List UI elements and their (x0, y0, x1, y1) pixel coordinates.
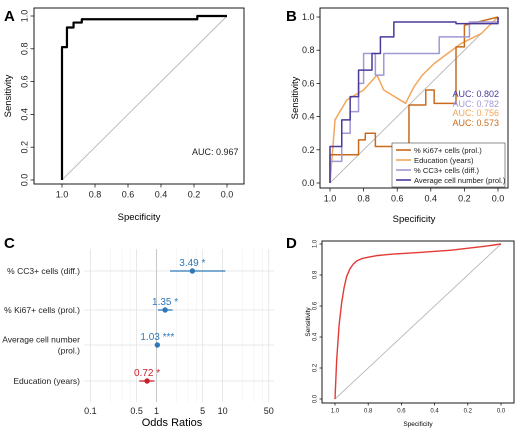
panel-b-letter: B (286, 8, 297, 25)
panel-c-x-tick-label: 5 (200, 406, 205, 416)
panel-b-y-tick-label: 0.4 (302, 112, 315, 122)
panel-b-x-tick-label: 0.0 (492, 194, 505, 204)
panel-c-estimate-point (162, 307, 168, 313)
panel-d-x-tick-label: 0.0 (497, 409, 506, 415)
panel-b-auc-label-2: AUC: 0.782 (452, 99, 499, 109)
panel-b-plot-frame (319, 7, 509, 189)
panel-b-y-axis-title: Sensitivity (290, 76, 301, 119)
panel-a-y-tick-label: 0.0 (20, 174, 30, 187)
panel-a-series-line-1 (60, 14, 227, 180)
panel-a-y-tick-label: 1.0 (20, 10, 30, 23)
panel-c-category-label: Education (years) (13, 376, 80, 386)
panel-d-y-tick-label: 0.4 (313, 332, 319, 341)
panel-d-x-tick-label: 0.2 (464, 409, 473, 415)
panel-d-series-line-1 (334, 243, 502, 400)
panel-a-y-tick-label: 0.8 (20, 43, 30, 56)
panel-c-x-tick-label: 0.5 (130, 406, 143, 416)
panel-b-y-tick-label: 0.6 (302, 78, 315, 88)
panel-a-auc-annotation: AUC: 0.967 (192, 147, 239, 157)
panel-a-x-tick-label: 0.4 (155, 190, 168, 200)
panel-a-letter: A (4, 8, 15, 25)
panel-d-x-tick-label: 0.4 (430, 409, 439, 415)
panel-a-y-tick-label: 0.2 (20, 141, 30, 154)
panel-c-x-tick-label: 10 (218, 406, 228, 416)
panel-d-y-tick-label: 1.0 (313, 239, 319, 248)
panel-a-x-tick-label: 1.0 (56, 190, 69, 200)
panel-d-diagonal-reference (334, 243, 502, 400)
panel-b-legend-label-1: % Ki67+ cells (prol.) (414, 146, 482, 155)
panel-b-y-tick-label: 1.0 (302, 12, 315, 22)
panel-c-estimate-point (154, 342, 161, 348)
panel-c-category-label: (prol.) (58, 346, 80, 356)
panel-b-legend-label-2: Education (years) (414, 156, 474, 165)
panel-b-auc-label-1: AUC: 0.802 (452, 89, 499, 99)
panel-a-y-axis-title: Sensitivity (3, 74, 14, 117)
panel-a-diagonal-reference (61, 15, 228, 181)
panel-d-y-tick-label: 0.2 (313, 363, 319, 372)
panel-b-legend: % Ki67+ cells (prol.)Education (years)% … (391, 142, 506, 188)
panel-a-y-tick-label: 0.4 (20, 108, 30, 121)
panel-b-x-tick-label: 0.8 (357, 194, 370, 204)
panel-c-x-tick-label: 0.1 (84, 406, 97, 416)
panel-b-auc-label-4: AUC: 0.573 (452, 118, 499, 128)
panel-d-x-axis-title: Specificity (403, 421, 433, 428)
panel-c-estimate-label: 1.03 *** (140, 332, 174, 343)
panel-b-roc-chart: B 1.0 0.8 0.6 0.4 0.2 0.0 0.0 0.2 0.4 0.6 0.8 1.0 Sp… (286, 7, 509, 225)
panel-d-y-tick-label: 0.0 (313, 394, 319, 403)
panel-c-category-label: % CC3+ cells (diff.) (7, 266, 80, 276)
panel-a-x-tick-label: 0.2 (188, 190, 201, 200)
panel-b-series-line-1 (329, 16, 499, 183)
panel-d-x-tick-label: 0.6 (397, 409, 406, 415)
panel-a-roc-chart: A 1.0 0.8 0.6 0.4 0.2 0.0 0.0 0.2 0.4 0.6 0.8 1.0 Sp… (3, 7, 245, 223)
panel-c-estimate-point (144, 378, 150, 384)
panel-b-x-tick-label: 0.2 (458, 194, 471, 204)
panel-d-roc-chart: D 1.0 0.8 0.6 0.4 0.2 0.0 0.0 0.2 0.4 0.6 0.8 1.0 Sp… (286, 235, 515, 428)
panel-c-estimate-label: 3.49 * (179, 258, 205, 269)
panel-d-x-tick-label: 0.8 (364, 409, 373, 415)
panel-d-y-tick-label: 0.6 (313, 301, 319, 310)
panel-b-x-axis-title: Specificity (393, 214, 436, 225)
panel-c-forest-plot: C 0.1 0.5 1 5 10 50 Odds Ratios % CC3+ cells (d… (2, 235, 274, 429)
panel-a-x-axis-title: Specificity (118, 212, 161, 223)
panel-a-y-tick-label: 0.6 (20, 75, 30, 88)
panel-a-x-tick-label: 0.0 (221, 190, 234, 200)
panel-b-series-line-3 (329, 17, 499, 183)
panel-b-legend-label-3: % CC3+ cells (diff.) (414, 166, 480, 175)
panel-b-legend-label-4: Average cell number (prol.) (414, 176, 506, 185)
panel-c-estimate-label: 0.72 * (134, 368, 160, 379)
panel-d-x-tick-label: 1.0 (331, 409, 340, 415)
panel-b-series-line-4 (329, 17, 499, 183)
panel-a-plot-frame (33, 7, 245, 185)
panel-c-x-axis-title: Odds Ratios (142, 417, 203, 429)
panel-a-x-tick-label: 0.8 (89, 190, 102, 200)
panel-b-auc-label-3: AUC: 0.756 (452, 108, 499, 118)
panel-d-y-axis-title: Sensitivity (305, 307, 312, 337)
panel-b-y-tick-label: 0.0 (302, 178, 315, 188)
panel-c-estimate-label: 1.35 * (152, 297, 178, 308)
panel-b-x-tick-label: 0.4 (425, 194, 438, 204)
panel-c-estimate-point (189, 268, 196, 274)
panel-b-x-tick-label: 1.0 (324, 194, 337, 204)
panel-c-x-tick-label: 50 (264, 406, 274, 416)
panel-c-category-label: % Ki67+ cells (prol.) (4, 305, 80, 315)
panel-c-plot-area (84, 249, 274, 402)
panel-b-y-tick-label: 0.2 (302, 145, 315, 155)
panel-d-plot-frame (321, 240, 515, 404)
panel-c-x-tick-label: 1 (154, 406, 159, 416)
panel-c-letter: C (4, 235, 15, 252)
panel-b-x-tick-label: 0.6 (391, 194, 404, 204)
panel-a-x-tick-label: 0.6 (122, 190, 135, 200)
panel-b-y-tick-label: 0.8 (302, 45, 315, 55)
panel-d-letter: D (286, 235, 297, 252)
panel-c-category-label: Average cell number (2, 335, 80, 345)
panel-d-y-tick-label: 0.8 (313, 270, 319, 279)
